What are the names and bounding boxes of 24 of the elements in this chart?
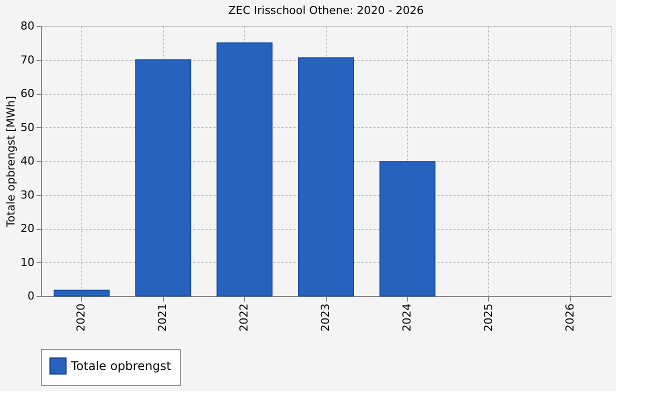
- bar: [379, 161, 436, 296]
- bar: [135, 59, 192, 296]
- y-tick-label: 20: [20, 222, 34, 235]
- y-tick-label: 50: [20, 120, 34, 134]
- bar: [298, 57, 354, 296]
- x-tick-label: 2021: [156, 304, 170, 332]
- bar: [54, 290, 110, 296]
- x-tick-label: 2023: [319, 304, 332, 332]
- y-tick-label: 60: [20, 87, 34, 100]
- y-axis-title: Totale opbrengst [MWh]: [4, 96, 18, 228]
- x-tick-label: 2022: [238, 304, 251, 332]
- y-tick-label: 30: [20, 188, 34, 202]
- x-tick-label: 2026: [563, 304, 576, 332]
- legend-label: Totale opbrengst: [70, 359, 172, 373]
- y-tick-label: 40: [20, 154, 34, 168]
- x-tick-label: 2024: [400, 304, 414, 332]
- y-tick-label: 10: [20, 256, 34, 269]
- y-tick-label: 70: [20, 53, 34, 66]
- x-tick-label: 2025: [482, 304, 495, 332]
- y-tick-label: 80: [20, 20, 34, 32]
- chart-title: ZEC Irisschool Othene: 2020 - 2026: [228, 4, 424, 17]
- y-tick-label: 0: [28, 290, 34, 302]
- x-tick-label: 2020: [74, 304, 88, 332]
- bar: [216, 42, 273, 296]
